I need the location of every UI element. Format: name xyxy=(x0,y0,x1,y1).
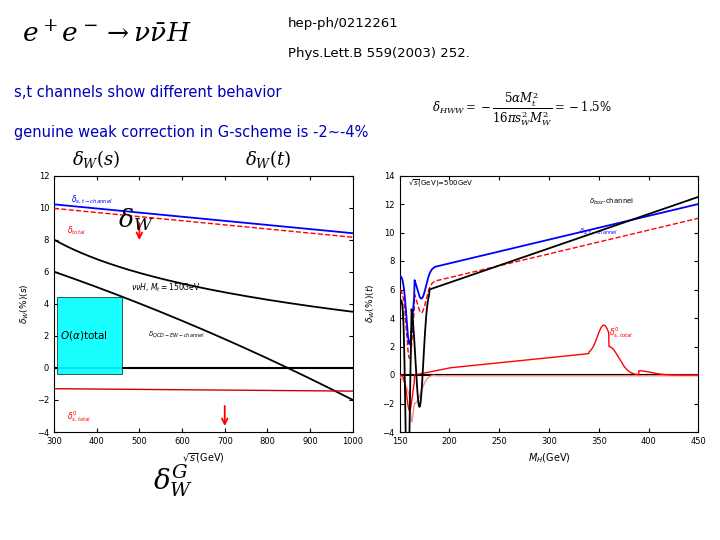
Text: $\sqrt{s}$(GeV)=500GeV: $\sqrt{s}$(GeV)=500GeV xyxy=(408,178,473,189)
Text: $\delta_W$: $\delta_W$ xyxy=(118,206,154,233)
Text: genuine weak correction in G-scheme is -2∼-4%: genuine weak correction in G-scheme is -… xyxy=(14,125,369,140)
X-axis label: $\sqrt{s}$(GeV): $\sqrt{s}$(GeV) xyxy=(182,451,225,465)
FancyBboxPatch shape xyxy=(57,298,122,374)
Text: $e^+e^- \rightarrow \nu\bar{\nu}H$: $e^+e^- \rightarrow \nu\bar{\nu}H$ xyxy=(22,22,191,48)
Text: $\delta_W(s)$: $\delta_W(s)$ xyxy=(72,148,120,170)
Text: Phys.Lett.B 559(2003) 252.: Phys.Lett.B 559(2003) 252. xyxy=(288,47,470,60)
Text: $\delta_{s,t-channel}$: $\delta_{s,t-channel}$ xyxy=(71,193,113,206)
Text: $\nu\nu H$, $M_t=150$GeV: $\nu\nu H$, $M_t=150$GeV xyxy=(131,282,201,294)
Text: s,t channels show different behavior: s,t channels show different behavior xyxy=(14,85,282,100)
Text: $O(\alpha)$total: $O(\alpha)$total xyxy=(60,329,108,342)
Text: $\delta^0_{s,total}$: $\delta^0_{s,total}$ xyxy=(67,409,91,424)
Text: $\delta_W^G$: $\delta_W^G$ xyxy=(153,462,193,499)
Text: $\delta_{s,t-channel}$: $\delta_{s,t-channel}$ xyxy=(579,226,618,236)
Text: $\delta_{HWW} = -\dfrac{5\alpha M_t^2}{16\pi s_W^2 M_W^2} = -1.5\%$: $\delta_{HWW} = -\dfrac{5\alpha M_t^2}{1… xyxy=(432,90,612,128)
Text: $\delta_W(t)$: $\delta_W(t)$ xyxy=(245,148,291,170)
Text: $\delta_{total}$: $\delta_{total}$ xyxy=(67,224,86,237)
Y-axis label: $\delta_W(\%)(s)$: $\delta_W(\%)(s)$ xyxy=(19,284,32,324)
Text: $\delta_{QCD-EW-channel}$: $\delta_{QCD-EW-channel}$ xyxy=(148,329,204,340)
X-axis label: $M_H$(GeV): $M_H$(GeV) xyxy=(528,451,570,465)
Y-axis label: $\delta_W(\%)(t)$: $\delta_W(\%)(t)$ xyxy=(364,284,377,323)
Text: $\delta_{box}$-channel: $\delta_{box}$-channel xyxy=(589,197,634,207)
Text: $\delta^0_{s,total}$: $\delta^0_{s,total}$ xyxy=(609,325,633,340)
Text: hep-ph/0212261: hep-ph/0212261 xyxy=(288,17,399,30)
